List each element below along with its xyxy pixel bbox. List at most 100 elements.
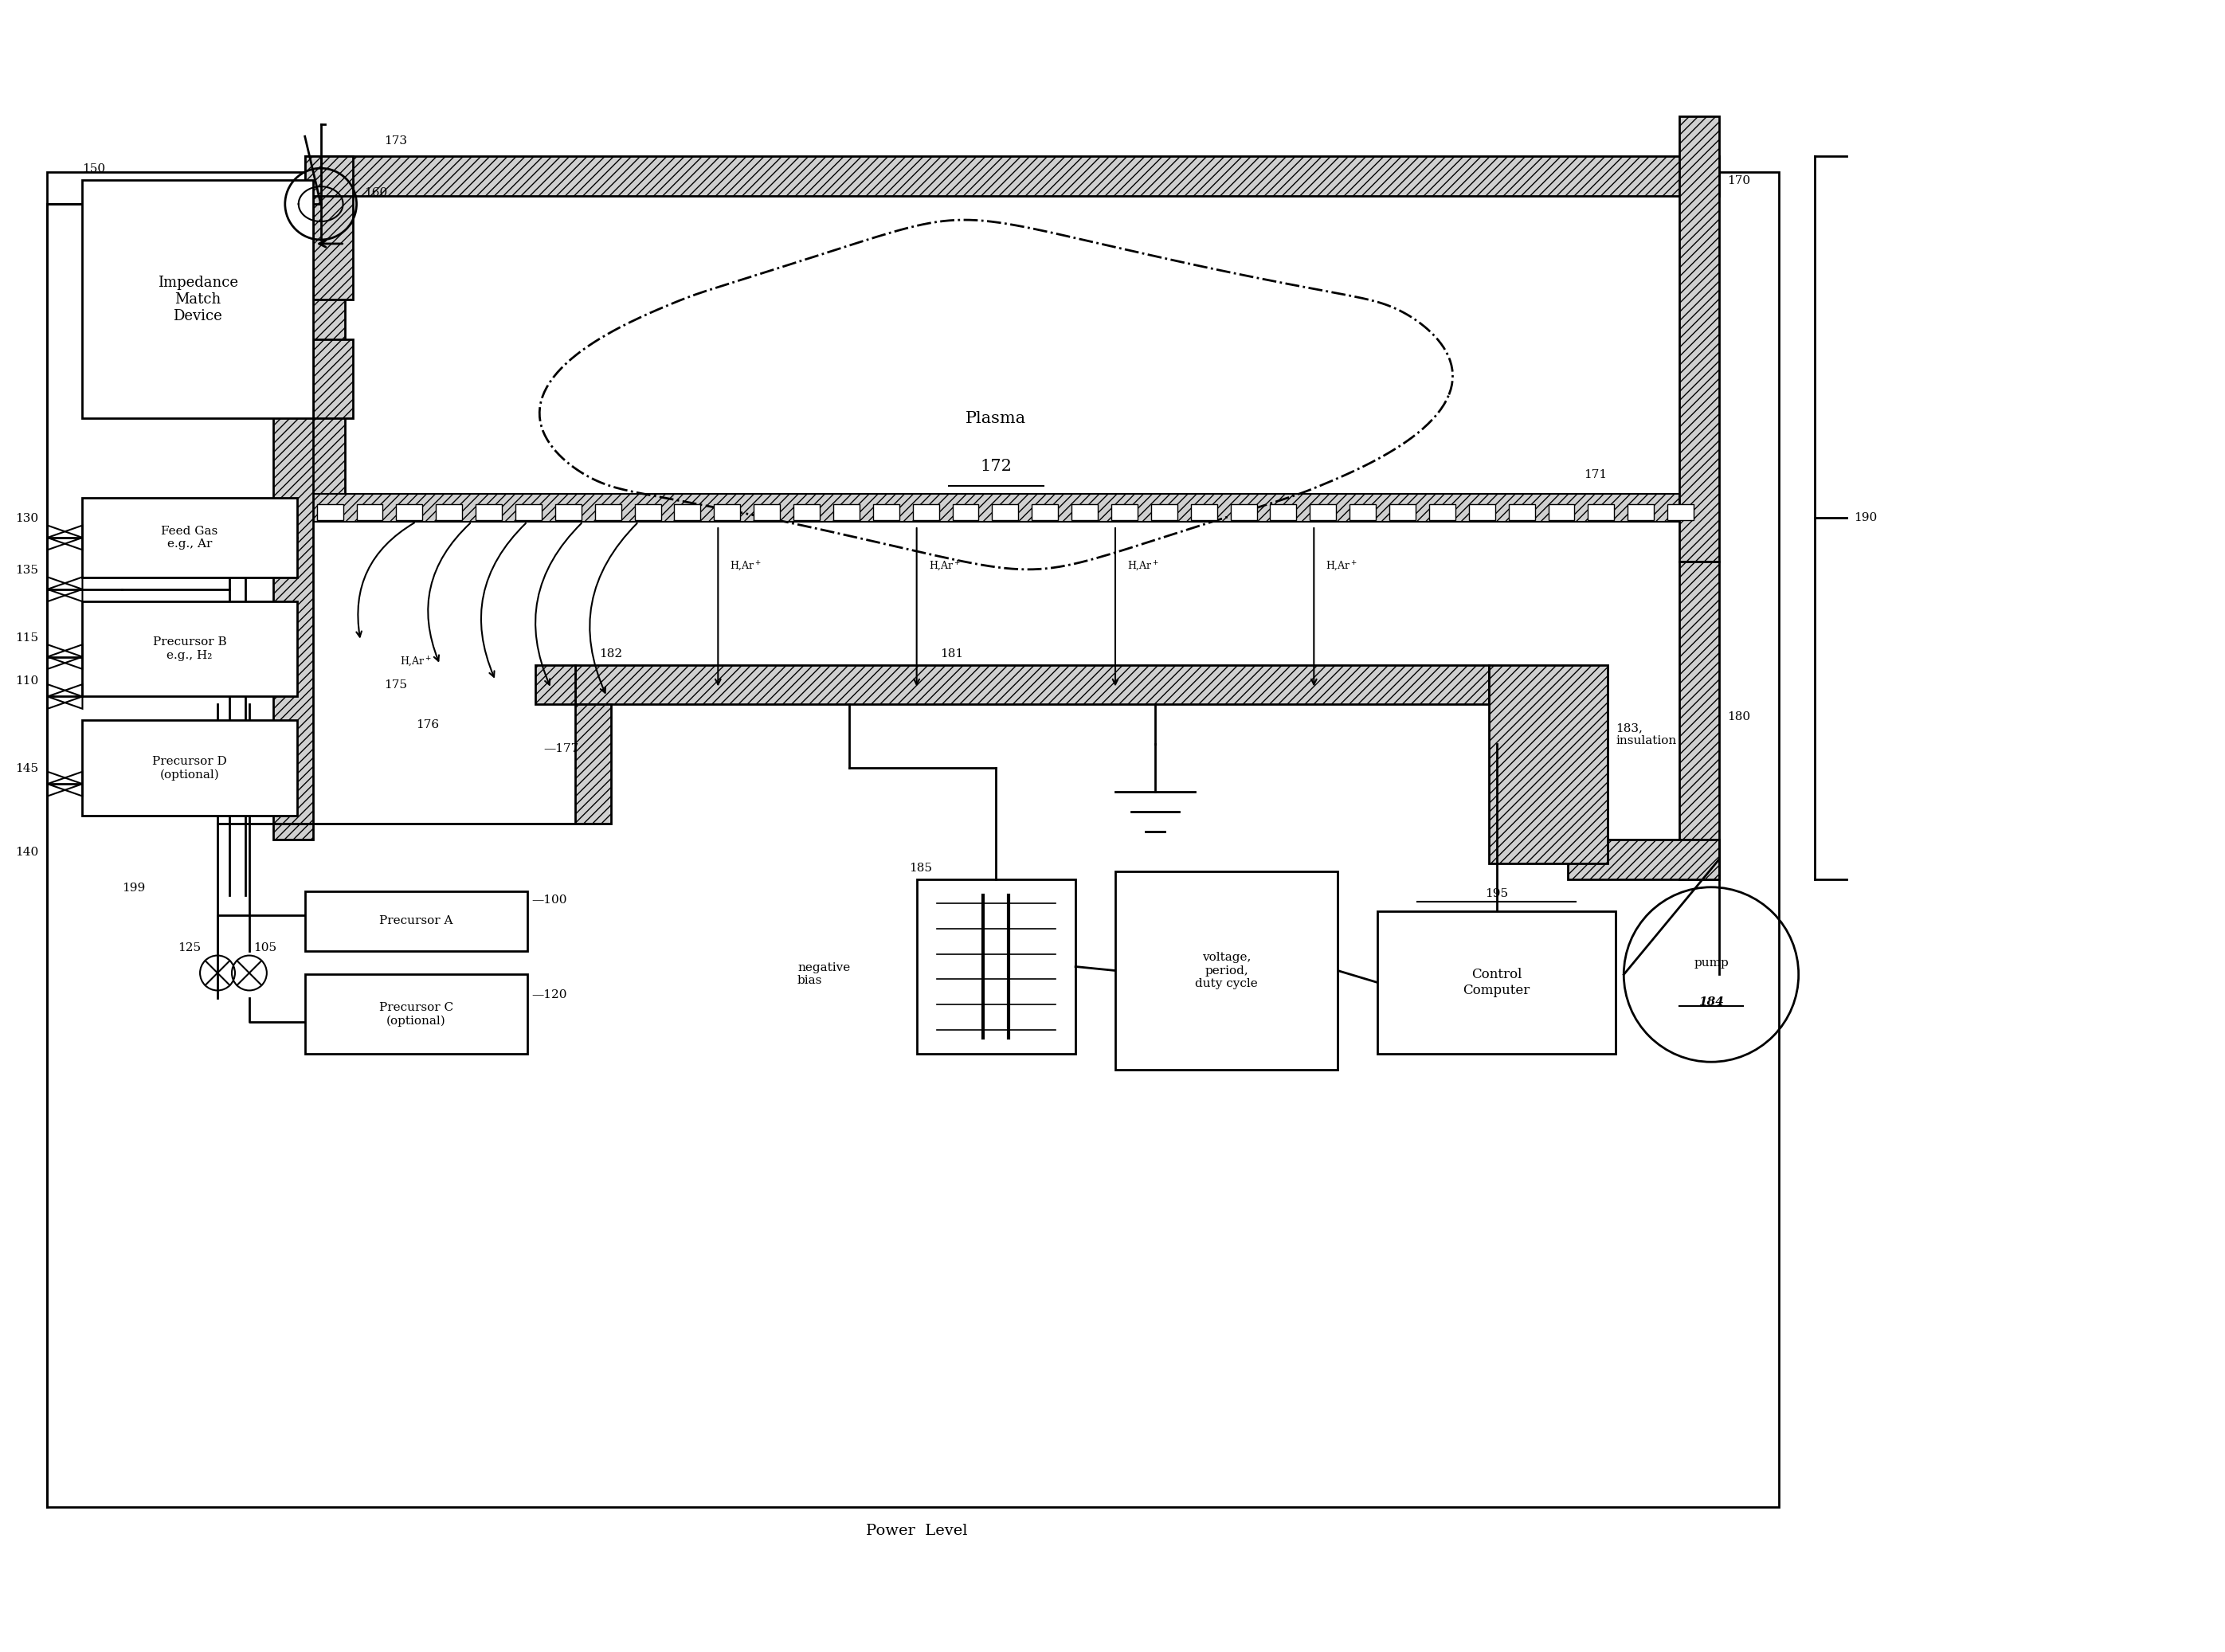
Text: H,Ar$^+$: H,Ar$^+$: [730, 560, 761, 573]
Text: —120: —120: [532, 990, 567, 1001]
Bar: [594, 504, 621, 520]
Bar: [1190, 504, 1217, 520]
Text: Precursor B
e.g., H₂: Precursor B e.g., H₂: [154, 636, 227, 661]
Bar: [305, 157, 352, 197]
Text: —100: —100: [532, 894, 567, 905]
Bar: [396, 504, 423, 520]
Text: Feed Gas
e.g., Ar: Feed Gas e.g., Ar: [160, 525, 218, 550]
Bar: [476, 504, 503, 520]
Text: —177: —177: [543, 743, 578, 755]
Text: 184: 184: [1698, 996, 1724, 1008]
Text: 175: 175: [385, 681, 407, 691]
Bar: [1072, 504, 1097, 520]
Bar: [952, 504, 979, 520]
Text: Control
Computer: Control Computer: [1464, 968, 1531, 998]
Bar: [1680, 117, 1720, 562]
Text: 181: 181: [941, 648, 963, 659]
Bar: [1311, 504, 1337, 520]
Bar: [82, 180, 314, 418]
Text: 173: 173: [385, 135, 407, 147]
Bar: [1377, 910, 1615, 1054]
Bar: [794, 504, 819, 520]
Text: Precursor D
(optional): Precursor D (optional): [151, 757, 227, 780]
Bar: [714, 504, 741, 520]
Bar: [917, 879, 1075, 1054]
Bar: [1270, 504, 1297, 520]
Bar: [1629, 504, 1653, 520]
Text: 190: 190: [1853, 512, 1878, 524]
Bar: [1032, 504, 1059, 520]
Text: 170: 170: [1727, 175, 1751, 187]
Bar: [1667, 504, 1693, 520]
Text: 176: 176: [416, 720, 438, 730]
Text: H,Ar$^+$: H,Ar$^+$: [401, 656, 432, 669]
Text: 183,
insulation: 183, insulation: [1615, 722, 1678, 747]
Bar: [305, 157, 1720, 197]
Bar: [1388, 504, 1415, 520]
Bar: [574, 664, 1489, 704]
Text: 125: 125: [178, 942, 200, 953]
Bar: [305, 975, 527, 1054]
Text: 115: 115: [16, 633, 38, 643]
Text: Precursor C
(optional): Precursor C (optional): [378, 1003, 454, 1026]
Bar: [47, 172, 1778, 1507]
Bar: [912, 504, 939, 520]
Text: 160: 160: [365, 187, 387, 198]
Text: 140: 140: [16, 846, 38, 857]
Text: 130: 130: [16, 514, 38, 524]
Bar: [754, 504, 781, 520]
Bar: [1509, 504, 1535, 520]
Bar: [1489, 664, 1609, 864]
Bar: [992, 504, 1019, 520]
Text: 171: 171: [1584, 469, 1606, 481]
Bar: [556, 504, 581, 520]
Text: Power  Level: Power Level: [866, 1523, 968, 1538]
Text: 172: 172: [981, 459, 1012, 474]
Text: 199: 199: [122, 882, 145, 894]
Text: Precursor A: Precursor A: [378, 915, 454, 927]
Bar: [1428, 504, 1455, 520]
Bar: [1150, 504, 1177, 520]
Text: 195: 195: [1484, 887, 1509, 899]
Text: 105: 105: [254, 942, 276, 953]
Bar: [305, 157, 345, 506]
Bar: [872, 504, 899, 520]
Text: pump: pump: [1693, 957, 1729, 968]
Text: Impedance
Match
Device: Impedance Match Device: [158, 276, 238, 324]
Text: H,Ar$^+$: H,Ar$^+$: [1326, 560, 1357, 573]
Text: 182: 182: [599, 648, 623, 659]
Bar: [1115, 871, 1337, 1070]
Bar: [832, 504, 859, 520]
Text: voltage,
period,
duty cycle: voltage, period, duty cycle: [1195, 952, 1257, 990]
Text: 185: 185: [908, 862, 932, 874]
Bar: [1351, 504, 1375, 520]
Bar: [1469, 504, 1495, 520]
Bar: [1589, 504, 1613, 520]
Text: negative
bias: negative bias: [797, 963, 850, 986]
Bar: [305, 890, 527, 950]
Bar: [536, 664, 574, 704]
Bar: [436, 504, 463, 520]
Bar: [314, 180, 352, 299]
Bar: [356, 504, 383, 520]
Bar: [274, 411, 314, 839]
Bar: [82, 497, 296, 577]
Text: 110: 110: [16, 676, 38, 687]
Bar: [316, 504, 343, 520]
Text: H,Ar$^+$: H,Ar$^+$: [928, 560, 961, 573]
Bar: [1569, 839, 1720, 879]
Text: 150: 150: [82, 164, 105, 175]
Bar: [674, 504, 701, 520]
Bar: [1680, 562, 1720, 879]
Bar: [1230, 504, 1257, 520]
Text: Plasma: Plasma: [966, 411, 1026, 426]
Bar: [574, 704, 612, 824]
Bar: [305, 494, 1680, 522]
Bar: [634, 504, 661, 520]
Text: H,Ar$^+$: H,Ar$^+$: [1128, 560, 1159, 573]
Bar: [314, 339, 352, 418]
Bar: [1110, 504, 1137, 520]
Bar: [82, 601, 296, 697]
Bar: [82, 720, 296, 816]
Text: 180: 180: [1727, 712, 1751, 722]
